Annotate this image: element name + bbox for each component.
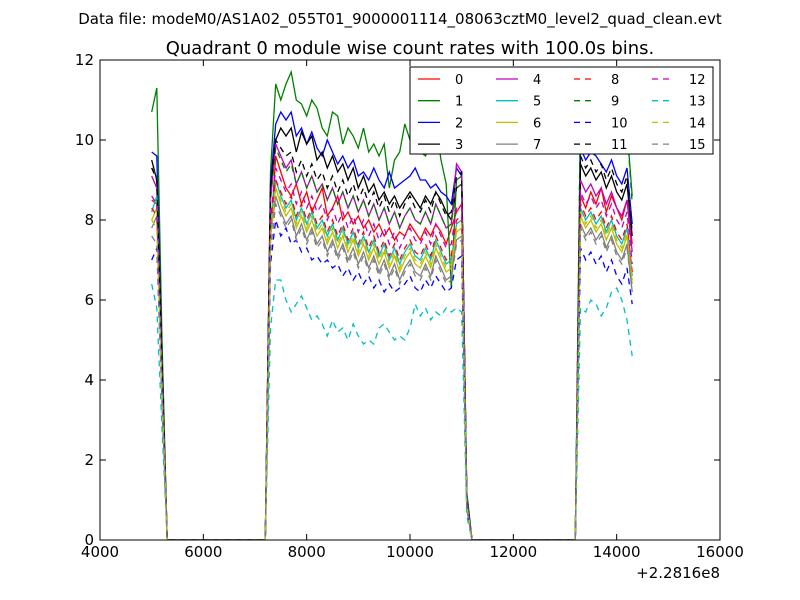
legend-label-12: 12 xyxy=(689,73,706,88)
legend-label-2: 2 xyxy=(455,116,463,131)
series-line-3 xyxy=(151,126,633,540)
series-line-7 xyxy=(151,195,633,540)
legend-label-10: 10 xyxy=(611,116,628,131)
legend-label-3: 3 xyxy=(455,138,463,153)
y-tick-label: 0 xyxy=(84,531,94,549)
legend-label-7: 7 xyxy=(533,138,541,153)
series-line-1 xyxy=(151,69,633,540)
y-tick-label: 2 xyxy=(84,451,94,469)
x-tick-label: 8000 xyxy=(288,543,326,561)
series-line-14 xyxy=(151,185,633,540)
series-line-12 xyxy=(151,167,633,540)
legend-label-9: 9 xyxy=(611,95,619,110)
legend-label-8: 8 xyxy=(611,73,619,88)
legend-label-13: 13 xyxy=(689,95,706,110)
legend-label-6: 6 xyxy=(533,116,541,131)
legend-label-5: 5 xyxy=(533,95,541,110)
legend-label-1: 1 xyxy=(455,95,463,110)
legend-label-15: 15 xyxy=(689,138,706,153)
x-tick-label: 6000 xyxy=(184,543,222,561)
series-line-11 xyxy=(151,138,633,540)
series-line-0 xyxy=(151,155,633,540)
series-line-5 xyxy=(151,179,633,540)
figure-suptitle: Data file: modeM0/AS1A02_055T01_90000011… xyxy=(78,10,722,29)
y-tick-label: 8 xyxy=(84,211,94,229)
y-tick-label: 6 xyxy=(84,291,94,309)
x-tick-label: 4000 xyxy=(81,543,119,561)
series-line-10 xyxy=(151,219,633,540)
series-line-6 xyxy=(151,187,633,540)
legend-label-0: 0 xyxy=(455,73,463,88)
legend-label-4: 4 xyxy=(533,73,541,88)
series-line-15 xyxy=(151,201,633,540)
chart-title: Quadrant 0 module wise count rates with … xyxy=(166,38,655,59)
legend-label-11: 11 xyxy=(611,138,628,153)
legend-box xyxy=(409,66,714,155)
y-tick-label: 4 xyxy=(84,371,94,389)
series-layer xyxy=(151,69,633,540)
y-tick-label: 12 xyxy=(75,51,94,69)
x-offset-label: +2.2816e8 xyxy=(636,564,720,582)
x-tick-label: 16000 xyxy=(696,543,744,561)
series-line-2 xyxy=(151,110,633,540)
axis-ticks: 4000 6000 8000 10000 12000 14000 1600002468101… xyxy=(75,51,744,561)
series-line-9 xyxy=(151,99,633,540)
y-tick-label: 10 xyxy=(75,131,94,149)
legend-label-14: 14 xyxy=(689,116,706,131)
x-tick-label: 10000 xyxy=(386,543,434,561)
x-tick-label: 12000 xyxy=(489,543,537,561)
x-tick-label: 14000 xyxy=(593,543,641,561)
